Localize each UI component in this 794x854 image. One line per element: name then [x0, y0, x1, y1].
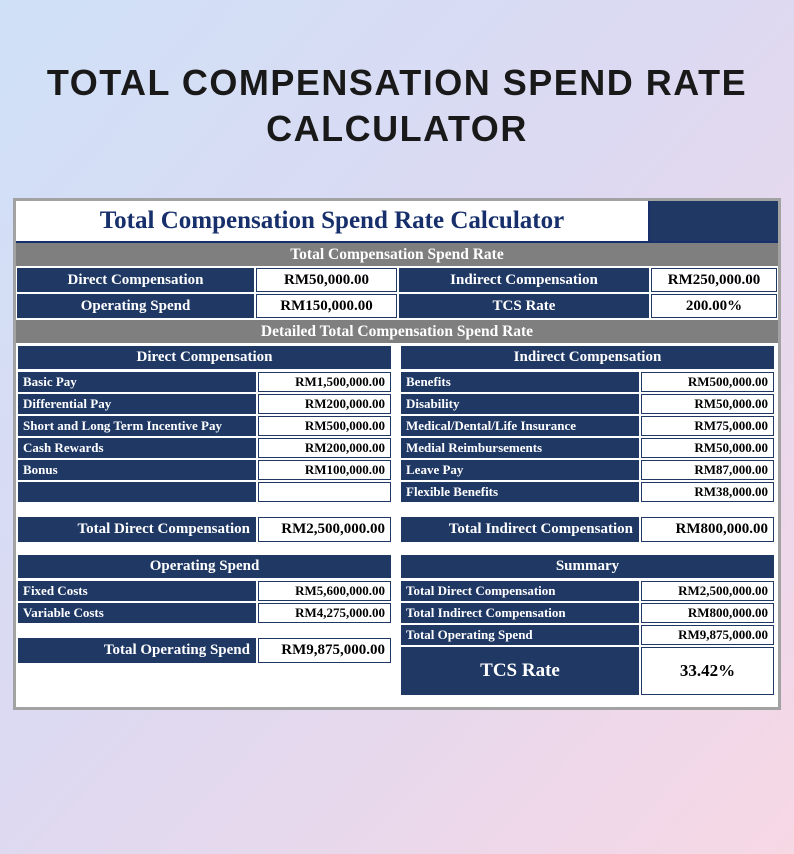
section-gap — [401, 542, 774, 555]
label-cell: Fixed Costs — [18, 581, 256, 602]
total-indirect-row: Total Indirect Compensation RM800,000.00 — [401, 517, 774, 543]
label-cell: Short and Long Term Incentive Pay — [18, 416, 256, 437]
right-column: Indirect Compensation Benefits RM500,000… — [401, 346, 774, 696]
table-row: Flexible Benefits RM38,000.00 — [401, 482, 774, 503]
label-cell: Total Indirect Compensation — [401, 603, 639, 624]
total-indirect-value[interactable]: RM800,000.00 — [641, 517, 774, 543]
label-cell: Cash Rewards — [18, 438, 256, 459]
operating-spend-value[interactable]: RM150,000.00 — [256, 294, 397, 319]
spacer — [18, 504, 391, 517]
tcs-rate-result-row: TCS Rate 33.42% — [401, 647, 774, 696]
spacer — [18, 625, 391, 638]
label-cell: Leave Pay — [401, 460, 639, 481]
header-corner-cell — [650, 201, 778, 242]
table-row-empty — [18, 482, 391, 503]
operating-section-header: Operating Spend — [18, 555, 391, 579]
indirect-compensation-value[interactable]: RM250,000.00 — [651, 268, 777, 293]
value-cell[interactable]: RM2,500,000.00 — [641, 581, 774, 602]
value-cell[interactable]: RM500,000.00 — [641, 372, 774, 393]
value-cell[interactable]: RM5,600,000.00 — [258, 581, 391, 602]
operating-spend-label: Operating Spend — [17, 294, 254, 319]
label-cell: Variable Costs — [18, 603, 256, 624]
tcs-rate-label: TCS Rate — [399, 294, 649, 319]
table-row: Differential Pay RM200,000.00 — [18, 394, 391, 415]
total-direct-label: Total Direct Compensation — [18, 517, 256, 543]
value-cell[interactable]: RM100,000.00 — [258, 460, 391, 481]
value-cell[interactable]: RM75,000.00 — [641, 416, 774, 437]
total-direct-row: Total Direct Compensation RM2,500,000.00 — [18, 517, 391, 543]
table-row: Total Indirect Compensation RM800,000.00 — [401, 603, 774, 624]
table-row: Medial Reimbursements RM50,000.00 — [401, 438, 774, 459]
label-cell: Differential Pay — [18, 394, 256, 415]
sheet-header-row: Total Compensation Spend Rate Calculator — [16, 201, 778, 244]
table-row: Variable Costs RM4,275,000.00 — [18, 603, 391, 624]
section-gap — [18, 542, 391, 555]
direct-section-header: Direct Compensation — [18, 346, 391, 370]
value-cell[interactable]: RM1,500,000.00 — [258, 372, 391, 393]
value-cell[interactable]: RM9,875,000.00 — [641, 625, 774, 646]
value-cell[interactable]: RM50,000.00 — [641, 394, 774, 415]
sheet-title: Total Compensation Spend Rate Calculator — [16, 201, 650, 242]
page-title-line-1: TOTAL COMPENSATION SPEND RATE — [46, 62, 748, 103]
value-cell[interactable]: RM200,000.00 — [258, 438, 391, 459]
value-cell[interactable]: RM4,275,000.00 — [258, 603, 391, 624]
tcs-rate-result-label: TCS Rate — [401, 647, 639, 696]
table-row: Medical/Dental/Life Insurance RM75,000.0… — [401, 416, 774, 437]
value-cell[interactable]: RM800,000.00 — [641, 603, 774, 624]
page-title: TOTAL COMPENSATION SPEND RATE CALCULATOR — [18, 60, 776, 152]
total-operating-value[interactable]: RM9,875,000.00 — [258, 638, 391, 664]
direct-compensation-value[interactable]: RM50,000.00 — [256, 268, 397, 293]
top-summary-row: Operating Spend RM150,000.00 TCS Rate 20… — [17, 294, 777, 319]
spacer — [401, 504, 774, 517]
table-row: Leave Pay RM87,000.00 — [401, 460, 774, 481]
left-column: Direct Compensation Basic Pay RM1,500,00… — [18, 346, 391, 695]
top-summary-grid: Direct Compensation RM50,000.00 Indirect… — [16, 266, 778, 321]
tcs-band-header: Total Compensation Spend Rate — [16, 243, 778, 267]
label-cell — [18, 482, 256, 503]
label-cell: Disability — [401, 394, 639, 415]
value-cell[interactable]: RM50,000.00 — [641, 438, 774, 459]
label-cell: Total Operating Spend — [401, 625, 639, 646]
value-cell[interactable] — [258, 482, 391, 503]
total-operating-row: Total Operating Spend RM9,875,000.00 — [18, 638, 391, 664]
table-row: Total Operating Spend RM9,875,000.00 — [401, 625, 774, 646]
value-cell[interactable]: RM200,000.00 — [258, 394, 391, 415]
detail-columns: Direct Compensation Basic Pay RM1,500,00… — [16, 343, 778, 708]
spreadsheet: Total Compensation Spend Rate Calculator… — [13, 198, 781, 711]
table-row: Fixed Costs RM5,600,000.00 — [18, 581, 391, 602]
value-cell[interactable]: RM87,000.00 — [641, 460, 774, 481]
total-operating-label: Total Operating Spend — [18, 638, 256, 664]
table-row: Basic Pay RM1,500,000.00 — [18, 372, 391, 393]
tcs-rate-result-value[interactable]: 33.42% — [641, 647, 774, 696]
table-row: Disability RM50,000.00 — [401, 394, 774, 415]
value-cell[interactable]: RM38,000.00 — [641, 482, 774, 503]
total-direct-value[interactable]: RM2,500,000.00 — [258, 517, 391, 543]
label-cell: Flexible Benefits — [401, 482, 639, 503]
table-row: Short and Long Term Incentive Pay RM500,… — [18, 416, 391, 437]
value-cell[interactable]: RM500,000.00 — [258, 416, 391, 437]
label-cell: Total Direct Compensation — [401, 581, 639, 602]
table-row: Total Direct Compensation RM2,500,000.00 — [401, 581, 774, 602]
total-indirect-label: Total Indirect Compensation — [401, 517, 639, 543]
detail-band-header: Detailed Total Compensation Spend Rate — [16, 320, 778, 344]
indirect-compensation-label: Indirect Compensation — [399, 268, 649, 293]
label-cell: Basic Pay — [18, 372, 256, 393]
page-title-line-2: CALCULATOR — [266, 108, 528, 150]
tcs-rate-value[interactable]: 200.00% — [651, 294, 777, 319]
label-cell: Benefits — [401, 372, 639, 393]
label-cell: Bonus — [18, 460, 256, 481]
table-row: Bonus RM100,000.00 — [18, 460, 391, 481]
table-row: Benefits RM500,000.00 — [401, 372, 774, 393]
direct-compensation-label: Direct Compensation — [17, 268, 254, 293]
indirect-section-header: Indirect Compensation — [401, 346, 774, 370]
label-cell: Medical/Dental/Life Insurance — [401, 416, 639, 437]
label-cell: Medial Reimbursements — [401, 438, 639, 459]
top-summary-row: Direct Compensation RM50,000.00 Indirect… — [17, 268, 777, 293]
summary-section-header: Summary — [401, 555, 774, 579]
table-row: Cash Rewards RM200,000.00 — [18, 438, 391, 459]
